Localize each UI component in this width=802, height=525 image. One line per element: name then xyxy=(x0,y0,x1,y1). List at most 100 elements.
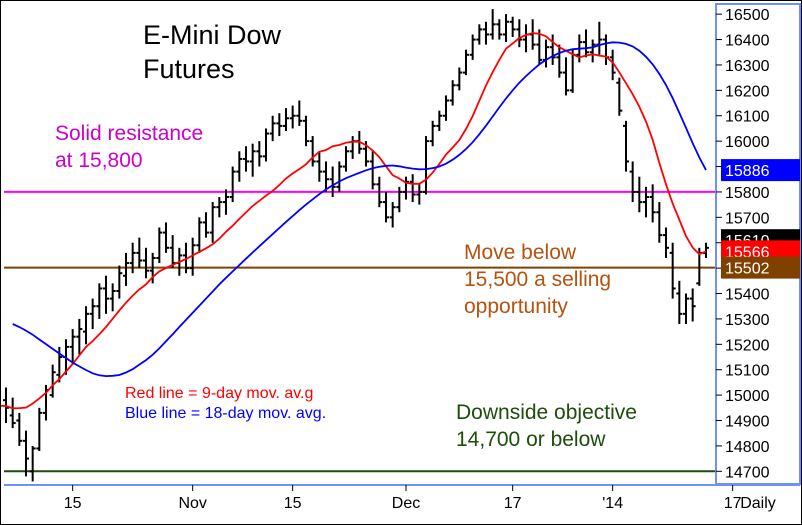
resistance-annotation: Solid resistance at 15,800 xyxy=(55,120,203,174)
ohlc-bar xyxy=(256,141,263,167)
ohlc-bar xyxy=(29,445,36,482)
ohlc-bar xyxy=(536,29,543,65)
ohlc-bar xyxy=(376,176,383,208)
ohlc-bar xyxy=(296,100,303,126)
y-tick-label: 15100 xyxy=(725,363,770,380)
ohlc-bar xyxy=(389,202,396,228)
ohlc-bar xyxy=(156,227,163,264)
ohlc-bar xyxy=(223,189,229,215)
ohlc-bar xyxy=(476,24,483,45)
ohlc-bar xyxy=(183,242,189,274)
ohlc-bar xyxy=(589,39,596,63)
y-tick-label: 15800 xyxy=(725,185,770,202)
ohlc-bar xyxy=(396,186,403,213)
ohlc-bar xyxy=(383,191,389,223)
ohlc-bar xyxy=(49,364,56,398)
ohlc-bar xyxy=(643,186,649,218)
ohlc-bar xyxy=(69,329,76,365)
ohlc-bar xyxy=(116,265,123,299)
ohlc-bar xyxy=(436,110,443,131)
chart-title-line-2: Futures xyxy=(143,54,235,84)
ohlc-bar xyxy=(629,161,636,203)
ohlc-bar xyxy=(243,146,249,172)
ohlc-bar xyxy=(336,161,343,192)
y-tick-label: 14700 xyxy=(725,464,770,481)
ohlc-bar xyxy=(249,143,256,177)
ohlc-bar xyxy=(556,44,563,78)
ohlc-bar xyxy=(409,174,416,203)
price-tag-label: 15502 xyxy=(725,261,770,278)
ohlc-bar xyxy=(443,95,449,121)
ohlc-bar xyxy=(103,275,109,314)
price-tag: 15502 xyxy=(721,256,800,279)
y-tick-label: 15400 xyxy=(725,287,770,304)
x-tick-label: 15 xyxy=(284,495,302,512)
ohlc-bar xyxy=(9,397,16,429)
price-tag-label: 15886 xyxy=(725,163,770,180)
price-tag-box xyxy=(721,159,800,182)
ohlc-bar xyxy=(163,222,169,253)
y-tick-label: 15200 xyxy=(725,337,770,354)
move-below-annotation-line-3: opportunity xyxy=(464,295,568,318)
ohlc-bar xyxy=(83,306,89,345)
moving-average-lines xyxy=(0,32,707,410)
move-below-annotation-line-2: 15,500 a selling xyxy=(464,268,612,291)
ohlc-bar xyxy=(323,161,329,192)
price-tag-box xyxy=(721,256,800,279)
ohlc-bar xyxy=(676,280,683,324)
ohlc-bar xyxy=(616,77,623,116)
series-line-0 xyxy=(0,32,707,410)
ohlc-bar xyxy=(96,283,103,319)
ohlc-bar xyxy=(563,57,569,96)
ohlc-bar xyxy=(689,288,696,322)
resistance-annotation-line-1: Solid resistance xyxy=(55,122,204,145)
y-tick-label: 16000 xyxy=(725,134,770,151)
ohlc-bar xyxy=(283,108,289,131)
ohlc-bar xyxy=(669,242,676,299)
ohlc-bar xyxy=(509,16,516,38)
price-tag: 15886 xyxy=(721,159,800,182)
ohlc-bar xyxy=(196,217,203,253)
ohlc-bar xyxy=(583,29,589,58)
resistance-annotation-line-2: at 15,800 xyxy=(55,149,143,172)
ohlc-bar xyxy=(456,67,463,91)
ohlc-bar xyxy=(463,49,469,76)
y-tick-label: 16100 xyxy=(725,109,770,126)
ohlc-bar xyxy=(89,298,96,330)
y-tick-label: 15300 xyxy=(725,312,770,329)
y-tick-label: 14900 xyxy=(725,414,770,431)
downside-annotation-line-1: Downside objective xyxy=(456,401,637,424)
ohlc-bar xyxy=(369,151,376,190)
blue-line-legend: Blue line = 18-day mov. avg. xyxy=(125,405,327,422)
move-below-annotation-line-1: Move below xyxy=(464,241,577,264)
ohlc-bar xyxy=(129,242,136,274)
y-tick-label: 14800 xyxy=(725,439,770,456)
ohlc-bar xyxy=(503,14,509,43)
ohlc-bar xyxy=(429,120,436,147)
series-line-1 xyxy=(12,41,707,378)
ohlc-bar xyxy=(276,113,283,137)
ohlc-bar xyxy=(449,80,456,106)
y-tick-label: 15000 xyxy=(725,388,770,405)
ohlc-bar xyxy=(469,34,476,60)
ohlc-bar xyxy=(609,49,616,81)
ohlc-bar xyxy=(203,212,209,238)
x-tick-label: 17 xyxy=(724,495,742,512)
ohlc-bar xyxy=(76,318,83,355)
ohlc-bar xyxy=(23,430,29,477)
ohlc-bar xyxy=(209,202,216,243)
move-below-annotation: Move below 15,500 a selling opportunity xyxy=(464,239,611,320)
ohlc-bar xyxy=(229,166,236,203)
ohlc-bar xyxy=(109,283,116,312)
x-tick-label: Dec xyxy=(392,495,420,512)
ohlc-bar xyxy=(636,176,643,213)
ohlc-bar xyxy=(123,252,129,286)
y-tick-label: 16300 xyxy=(725,58,770,75)
ohlc-bar xyxy=(263,128,269,162)
ohlc-bar xyxy=(316,151,323,182)
chart-title-line-1: E-Mini Dow xyxy=(143,20,282,50)
downside-objective-annotation: Downside objective 14,700 or below xyxy=(456,399,637,453)
ohlc-bar xyxy=(496,19,503,40)
